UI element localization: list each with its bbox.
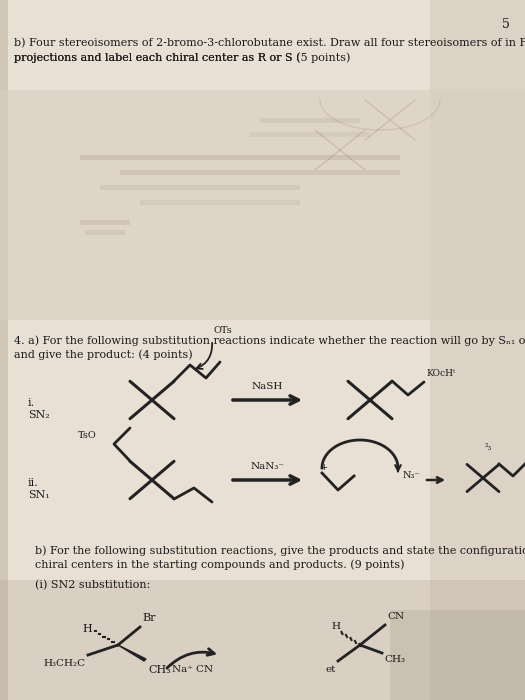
Text: NaN₃⁻: NaN₃⁻ xyxy=(250,462,284,471)
Text: Na⁺ CN: Na⁺ CN xyxy=(172,665,214,674)
Text: and give the product: (4 points): and give the product: (4 points) xyxy=(14,349,193,360)
Text: projections and label each chiral center as R or S ( 5 points ): projections and label each chiral center… xyxy=(14,52,393,63)
Text: NaSH: NaSH xyxy=(251,382,282,391)
Polygon shape xyxy=(118,645,146,661)
Bar xyxy=(390,610,525,700)
Text: SN₂: SN₂ xyxy=(28,410,50,420)
Text: TsO: TsO xyxy=(78,431,97,440)
Bar xyxy=(0,580,525,700)
Text: N₃⁻: N₃⁻ xyxy=(403,472,421,480)
Text: H₃CH₂C: H₃CH₂C xyxy=(44,659,86,668)
Bar xyxy=(0,0,8,700)
Text: ²₃: ²₃ xyxy=(485,443,492,452)
Text: b) Four stereoisomers of 2-bromo-3-chlorobutane exist. Draw all four stereoisome: b) Four stereoisomers of 2-bromo-3-chlor… xyxy=(14,38,525,48)
Bar xyxy=(85,230,125,235)
Bar xyxy=(120,170,400,175)
Text: projections and label each chiral center as R or S (5 points): projections and label each chiral center… xyxy=(14,52,350,62)
Bar xyxy=(250,132,370,137)
Text: Br: Br xyxy=(142,613,155,623)
Bar xyxy=(100,185,300,190)
Text: CH₃: CH₃ xyxy=(148,665,171,675)
Text: KOcHᵗ: KOcHᵗ xyxy=(426,369,455,378)
Text: 4. a) For the following substitution reactions indicate whether the reaction wil: 4. a) For the following substitution rea… xyxy=(14,335,525,346)
Bar xyxy=(430,0,525,700)
Text: SN₁: SN₁ xyxy=(28,490,50,500)
Text: +: + xyxy=(320,463,327,472)
Bar xyxy=(80,155,400,160)
Text: 5: 5 xyxy=(502,18,510,31)
Text: chiral centers in the starting compounds and products. (9 points): chiral centers in the starting compounds… xyxy=(35,559,404,570)
Text: ii.: ii. xyxy=(28,478,39,488)
Text: (i) SN2 substitution:: (i) SN2 substitution: xyxy=(35,580,150,590)
Text: b) For the following substitution reactions, give the products and state the con: b) For the following substitution reacti… xyxy=(35,545,525,556)
Bar xyxy=(80,220,130,225)
Text: et: et xyxy=(326,665,336,674)
Text: H: H xyxy=(331,622,340,631)
Text: i.: i. xyxy=(28,398,35,408)
Text: projections and label each chiral center as R or S (: projections and label each chiral center… xyxy=(14,52,300,62)
Bar xyxy=(140,200,300,205)
Text: CN: CN xyxy=(387,612,404,621)
Bar xyxy=(260,118,360,123)
Text: CH₃: CH₃ xyxy=(384,655,405,664)
Bar xyxy=(0,90,525,320)
Text: OTs: OTs xyxy=(214,326,233,335)
Text: H: H xyxy=(82,624,92,634)
